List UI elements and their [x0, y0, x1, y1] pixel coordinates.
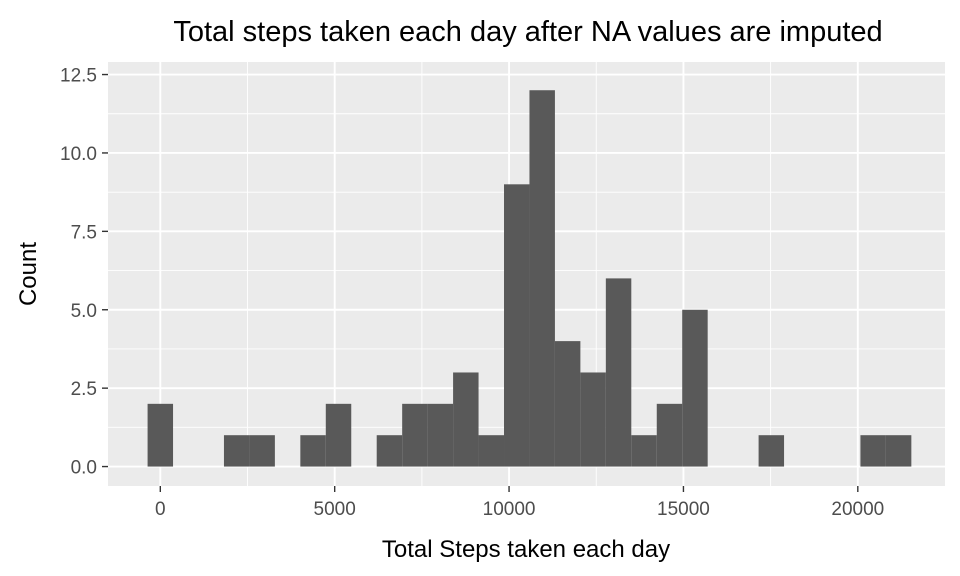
histogram-bar — [249, 435, 275, 467]
histogram-bar — [300, 435, 326, 467]
y-tick-label: 12.5 — [60, 66, 97, 87]
histogram-bar — [427, 403, 454, 467]
histogram-bar — [860, 435, 886, 467]
histogram-bar — [885, 435, 912, 467]
x-tick-label: 0 — [155, 499, 166, 520]
chart-title: Total steps taken each day after NA valu… — [173, 16, 882, 48]
histogram-bar — [376, 435, 403, 467]
histogram-bars — [147, 90, 912, 467]
histogram-bar — [580, 372, 606, 467]
y-axis: 0.0 2.5 5.0 7.5 10.0 12.5 — [60, 66, 108, 479]
histogram-bar — [478, 435, 505, 467]
y-tick-label: 5.0 — [71, 301, 97, 322]
y-tick-label: 10.0 — [60, 144, 97, 165]
histogram-bar — [605, 278, 632, 467]
x-tick-label: 20000 — [831, 499, 884, 520]
x-tick-label: 10000 — [483, 499, 536, 520]
histogram-bar — [147, 403, 174, 467]
histogram-bar — [554, 341, 581, 467]
histogram-bar — [656, 403, 683, 467]
histogram-bar — [325, 403, 352, 467]
histogram-bar — [631, 435, 657, 467]
histogram-bar — [758, 435, 785, 467]
histogram-bar — [504, 184, 530, 467]
histogram-bar — [529, 90, 555, 467]
x-tick-label: 5000 — [314, 499, 356, 520]
x-axis-title: Total Steps taken each day — [382, 536, 670, 563]
histogram-bar — [223, 435, 250, 467]
x-tick-label: 15000 — [657, 499, 710, 520]
y-tick-label: 7.5 — [71, 222, 97, 243]
y-tick-label: 2.5 — [71, 379, 97, 400]
x-axis: 0 5000 10000 15000 20000 — [155, 486, 884, 520]
y-tick-label: 0.0 — [71, 458, 97, 479]
histogram-bar — [453, 372, 479, 467]
histogram-bar — [682, 309, 708, 467]
histogram-bar — [402, 403, 428, 467]
y-axis-title: Count — [15, 242, 42, 306]
